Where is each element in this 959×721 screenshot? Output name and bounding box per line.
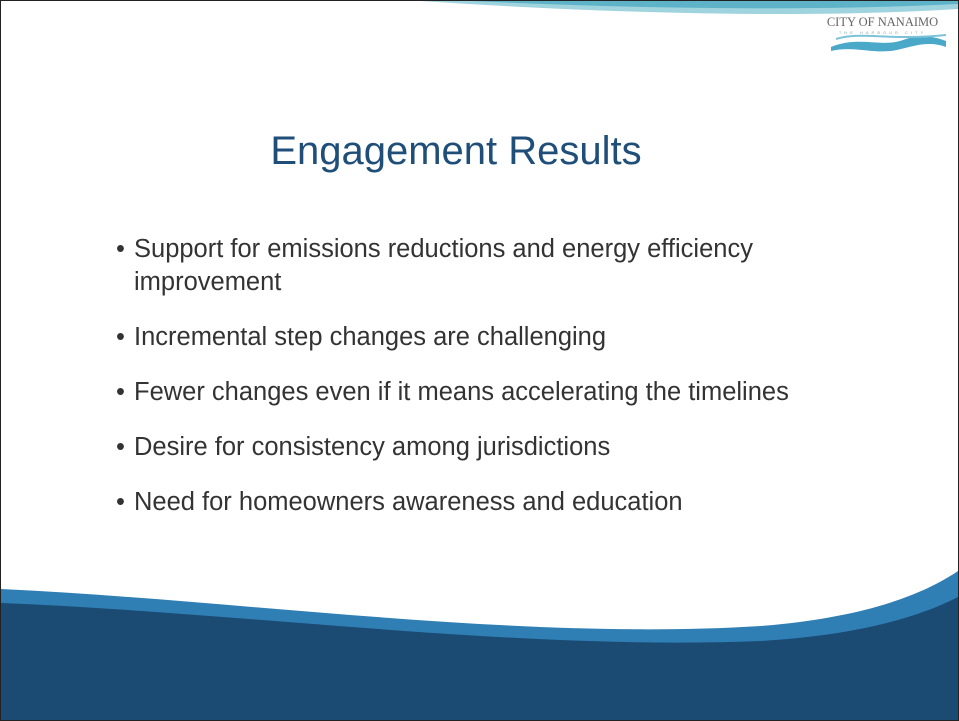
bullet-item: Support for emissions reductions and ene… bbox=[116, 233, 874, 299]
slide-title: Engagement Results bbox=[270, 129, 642, 173]
bullet-item: Fewer changes even if it means accelerat… bbox=[116, 376, 874, 409]
logo-tagline: THE HARBOUR CITY bbox=[838, 30, 927, 35]
bullet-item: Desire for consistency among jurisdictio… bbox=[116, 431, 874, 464]
bullet-list: Support for emissions reductions and ene… bbox=[116, 233, 874, 541]
top-swoosh-inner bbox=[471, 1, 958, 9]
logo-wave bbox=[831, 36, 946, 52]
bullet-item: Need for homeowners awareness and educat… bbox=[116, 486, 874, 519]
bottom-wave-dark bbox=[1, 597, 958, 720]
bullet-item: Incremental step changes are challenging bbox=[116, 321, 874, 354]
logo-name: CITY OF NANAIMO bbox=[826, 15, 939, 29]
logo-wave-line bbox=[835, 34, 947, 40]
